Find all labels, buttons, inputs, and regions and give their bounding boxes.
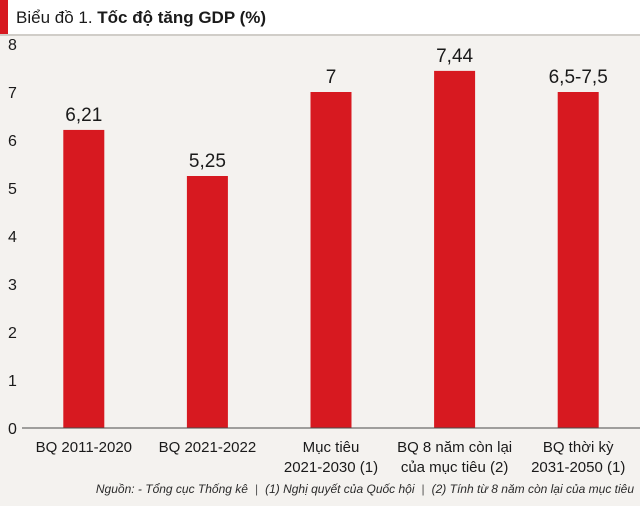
data-label-4: 6,5-7,5 <box>549 67 608 88</box>
data-label-2: 7 <box>326 67 337 88</box>
data-label-0: 6,21 <box>65 105 102 126</box>
y-tick-label-8: 8 <box>8 37 17 54</box>
category-label-1-0: BQ 2021-2022 <box>159 439 257 456</box>
footer-separator-1: | <box>254 482 259 496</box>
y-tick-label-4: 4 <box>8 229 17 246</box>
chart-footer: Nguồn: - Tổng cục Thống kê | (1) Nghị quyế… <box>0 482 634 496</box>
bar-2 <box>310 92 352 428</box>
category-label-2-1: 2021-2030 (1) <box>284 459 378 476</box>
footer-note-2: (2) Tính từ 8 năm còn lại của mục tiêu <box>431 482 634 496</box>
bar-3 <box>434 70 476 428</box>
bar-1 <box>186 176 228 428</box>
footer-separator-2: | <box>421 482 425 496</box>
y-tick-label-5: 5 <box>8 181 17 198</box>
y-tick-label-0: 0 <box>8 421 17 438</box>
y-tick-label-7: 7 <box>8 85 17 102</box>
category-label-3-1: của mục tiêu (2) <box>401 459 509 476</box>
chart-title-prefix: Biểu đồ 1. <box>16 8 98 27</box>
chart-title: Biểu đồ 1. Tốc độ tăng GDP (%) <box>16 8 266 28</box>
category-label-0-0: BQ 2011-2020 <box>36 439 132 456</box>
y-tick-label-1: 1 <box>8 373 17 390</box>
y-tick-label-3: 3 <box>8 277 17 294</box>
category-label-4-0: BQ thời kỳ <box>543 439 614 456</box>
bar-4 <box>557 92 599 428</box>
footer-source: Nguồn: - Tổng cục Thống kê <box>95 482 248 496</box>
category-label-4-1: 2031-2050 (1) <box>531 459 625 476</box>
category-label-2-0: Mục tiêu <box>303 439 360 456</box>
category-label-3-0: BQ 8 năm còn lại <box>397 439 512 456</box>
title-accent-bar <box>0 0 8 34</box>
footer-note-1: (1) Nghị quyết của Quốc hội <box>265 482 415 496</box>
data-label-1: 5,25 <box>189 151 226 172</box>
y-tick-label-6: 6 <box>8 133 17 150</box>
y-tick-label-2: 2 <box>8 325 17 342</box>
data-label-3: 7,44 <box>436 46 473 67</box>
title-bar: Biểu đồ 1. Tốc độ tăng GDP (%) <box>0 0 640 36</box>
bar-0 <box>63 129 105 429</box>
chart-title-main: Tốc độ tăng GDP (%) <box>97 8 267 27</box>
